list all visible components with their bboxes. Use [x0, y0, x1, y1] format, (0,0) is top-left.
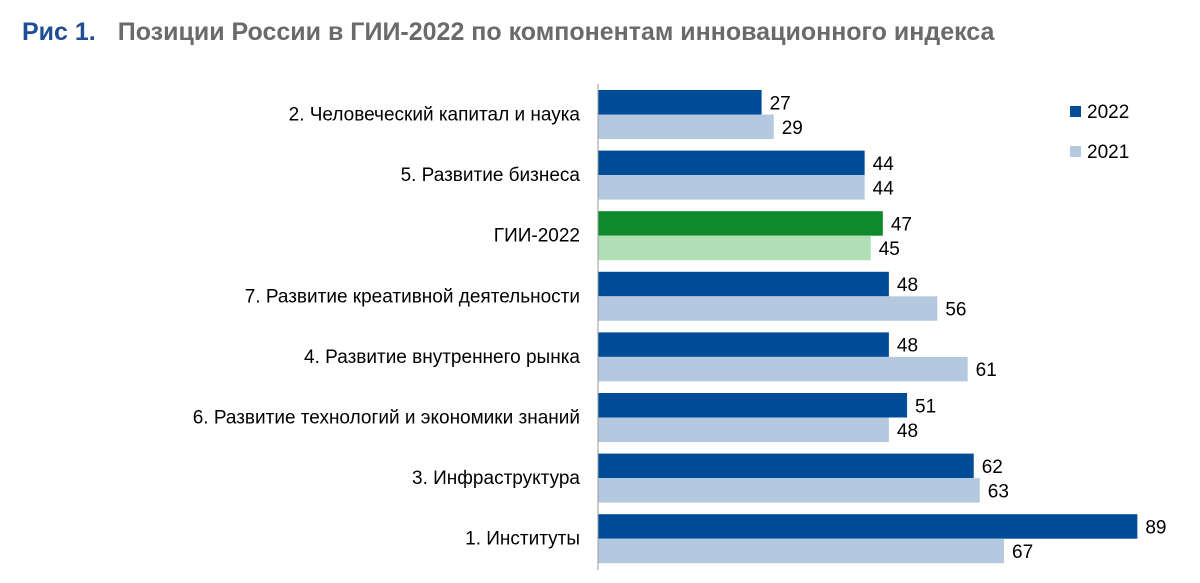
figure-title-text: Позиции России в ГИИ-2022 по компонентам… — [117, 18, 995, 46]
value-label-2022-2-человеческий-капитал-и-наука: 27 — [770, 93, 791, 114]
figure-title: Рис 1. Позиции России в ГИИ-2022 по компо… — [22, 18, 994, 47]
value-label-2022-7-развитие-креативной-деятельности: 48 — [897, 275, 918, 296]
category-label: 3. Инфраструктура — [412, 468, 580, 489]
category-label: ГИИ-2022 — [494, 226, 580, 247]
bar-2021-гии-2022 — [598, 235, 871, 261]
value-label-2021-7-развитие-креативной-деятельности: 56 — [945, 300, 966, 321]
value-label-2021-4-развитие-внутреннего-рынка: 61 — [976, 360, 997, 381]
bar-2021-5-развитие-бизнеса — [598, 175, 865, 200]
bar-2022-6-развитие-технологий-и-экономики-знаний — [598, 393, 908, 418]
value-label-2022-5-развитие-бизнеса: 44 — [873, 154, 895, 175]
category-label: 2. Человеческий капитал и наука — [289, 105, 581, 126]
value-label-2022-1-институты: 89 — [1145, 517, 1166, 538]
category-label: 7. Развитие креативной деятельности — [245, 286, 580, 307]
bar-2021-6-развитие-технологий-и-экономики-знаний — [598, 417, 889, 442]
category-labels-layer: 2. Человеческий капитал и наука 5. Развит… — [193, 105, 581, 550]
legend-label-2022: 2022 — [1087, 102, 1129, 123]
bar-2022-3-инфраструктура — [598, 453, 974, 479]
category-label: 1. Институты — [465, 529, 580, 550]
value-label-2021-гии-2022: 45 — [879, 239, 900, 260]
value-label-2021-2-человеческий-капитал-и-наука: 29 — [782, 118, 803, 139]
bar-2021-4-развитие-внутреннего-рынка — [598, 356, 968, 382]
value-label-2021-1-институты: 67 — [1012, 542, 1033, 563]
value-label-2021-5-развитие-бизнеса: 44 — [873, 178, 895, 199]
bar-2022-7-развитие-креативной-деятельности — [598, 271, 889, 297]
bar-2022-гии-2022 — [598, 211, 883, 236]
value-label-2022-4-развитие-внутреннего-рынка: 48 — [897, 336, 918, 357]
figure-number: Рис 1. — [22, 18, 96, 46]
value-label-2022-3-инфраструктура: 62 — [982, 457, 1003, 478]
bar-2021-7-развитие-креативной-деятельности — [598, 296, 938, 321]
legend-swatch-2022 — [1070, 106, 1081, 117]
bar-2022-1-институты — [598, 514, 1138, 539]
value-label-2022-гии-2022: 47 — [891, 214, 912, 235]
bar-2021-1-институты — [598, 538, 1005, 564]
category-label: 6. Развитие технологий и экономики знани… — [193, 408, 580, 429]
legend: 2022 2021 — [1070, 102, 1129, 163]
legend-swatch-2021 — [1070, 146, 1081, 157]
bar-2022-5-развитие-бизнеса — [598, 150, 865, 176]
legend-label-2021: 2021 — [1087, 142, 1129, 163]
bar-2022-4-развитие-внутреннего-рынка — [598, 332, 889, 357]
value-label-2021-6-развитие-технологий-и-экономики-знаний: 48 — [897, 421, 918, 442]
category-label: 4. Развитие внутреннего рынка — [304, 347, 580, 368]
bar-2022-2-человеческий-капитал-и-наука — [598, 90, 762, 115]
value-labels-layer: 27 29 44 44 47 45 48 56 48 61 51 48 62 63 89 67 — [770, 93, 1167, 563]
category-label: 5. Развитие бизнеса — [401, 165, 581, 186]
bars-layer — [598, 90, 1138, 564]
bar-2021-2-человеческий-капитал-и-наука — [598, 114, 774, 139]
value-label-2021-3-инфраструктура: 63 — [988, 481, 1009, 502]
bar-2021-3-инфраструктура — [598, 478, 980, 503]
value-label-2022-6-развитие-технологий-и-экономики-знаний: 51 — [915, 396, 936, 417]
